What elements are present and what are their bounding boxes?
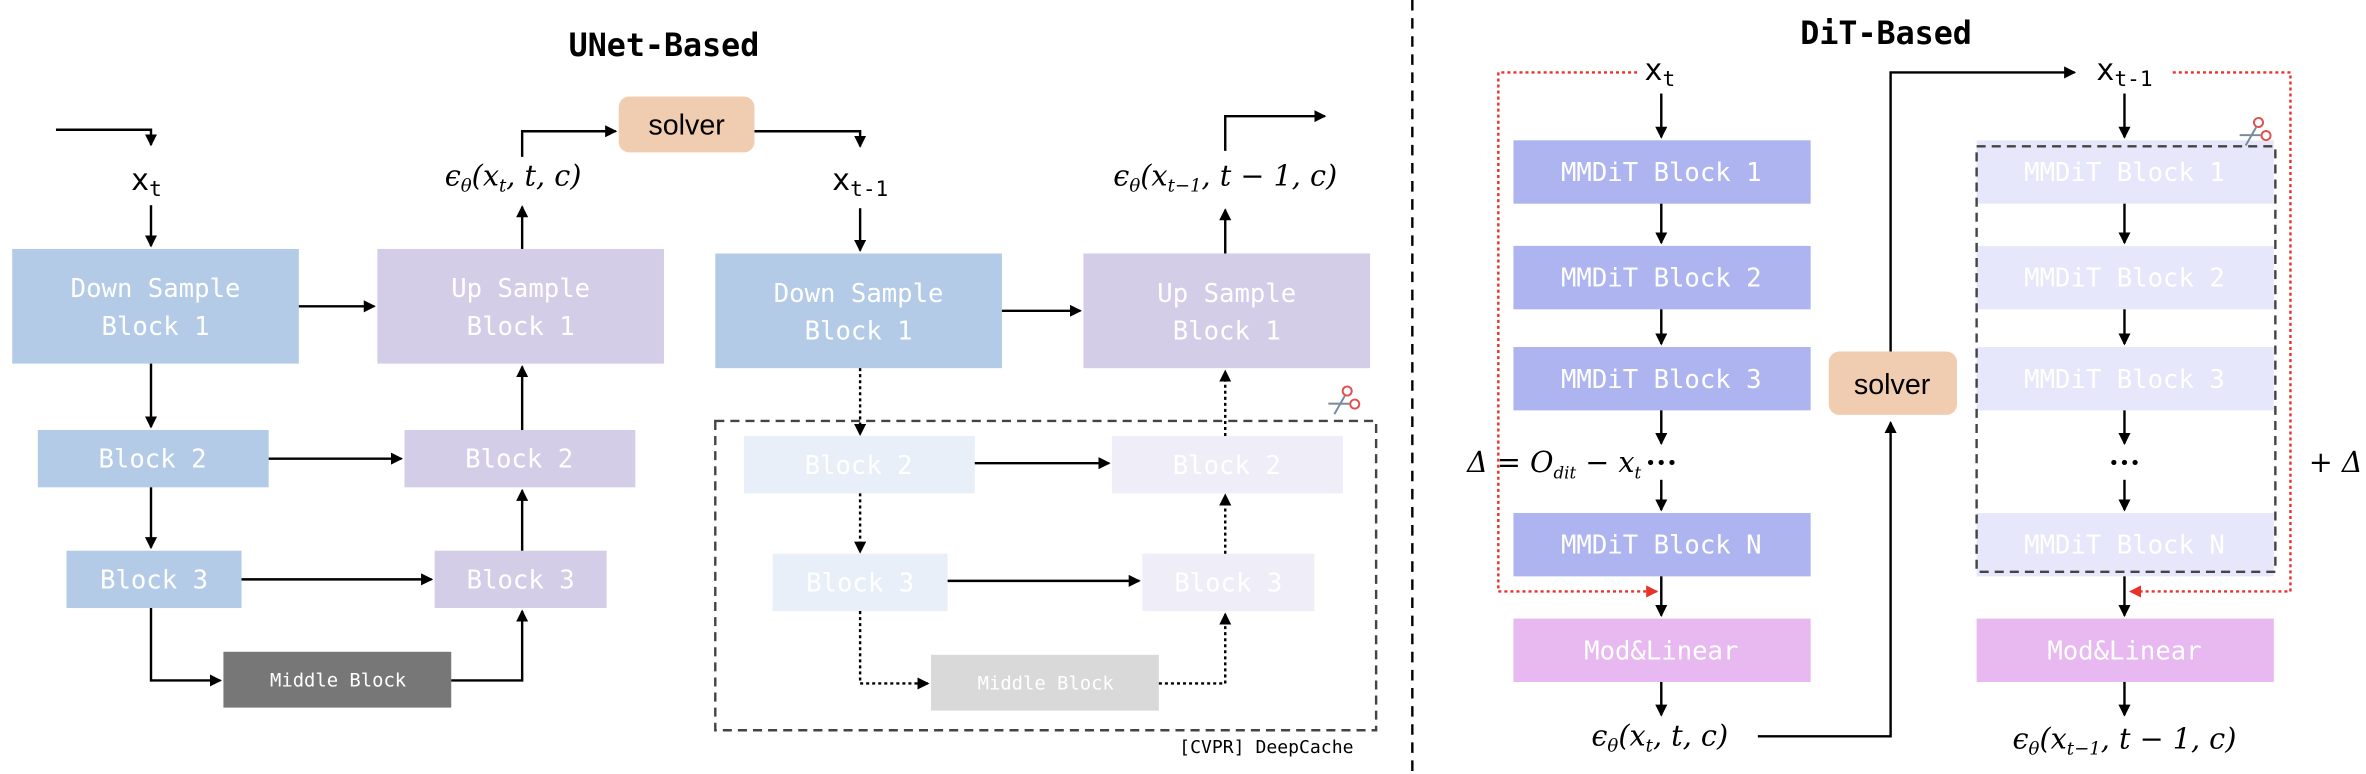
x-t-1-label: xt-1 <box>832 163 888 201</box>
block-label: Block 3 <box>1174 568 1282 598</box>
block-label: Block 3 <box>467 565 575 595</box>
up-block-2 <box>404 430 636 488</box>
cached-mmdit-block-3 <box>1976 347 2274 411</box>
cached-down-block-3 <box>772 553 948 612</box>
block-label: Mod&Linear <box>1584 636 1738 666</box>
block-label: Block 1 <box>102 312 210 342</box>
block-label: Up Sample <box>1157 279 1296 309</box>
unet-title: UNet-Based <box>569 28 760 64</box>
block-label: Block 3 <box>100 565 208 595</box>
block-label: MMDiT Block 2 <box>2024 264 2225 294</box>
dotted-arrow <box>858 611 930 690</box>
middle-block <box>223 651 452 708</box>
x-t-label: xt <box>131 163 162 201</box>
block-label: MMDiT Block 1 <box>1561 158 1762 188</box>
cached-region-box <box>714 419 1378 732</box>
mod-linear-block <box>1976 618 2274 682</box>
output-arrow <box>1224 110 1327 151</box>
arrow <box>520 125 618 157</box>
x-t-1-label: xt-1 <box>2096 53 2152 91</box>
cached-down-block-2 <box>743 436 975 494</box>
eps-t-label: ϵθ(xt, t, c) <box>445 159 582 197</box>
mmdit-block-3 <box>1513 347 1811 411</box>
mmdit-block-2 <box>1513 245 1811 310</box>
solver-box <box>618 96 755 153</box>
citation-label: [CVPR] DeepCache <box>1179 737 1353 758</box>
mod-linear-block <box>1513 618 1811 682</box>
solver-box <box>1828 351 1957 415</box>
block-label: Middle Block <box>270 670 407 691</box>
up-block-3 <box>434 550 607 609</box>
block-label: MMDiT Block 3 <box>2024 365 2225 395</box>
plus-delta-label: + Δ <box>2309 445 2363 479</box>
down-block-2 <box>37 430 269 488</box>
eps-t-label: ϵθ(xt, t, c) <box>1591 718 1728 756</box>
block-label: Block 1 <box>467 312 575 342</box>
block-label: Down Sample <box>774 279 944 309</box>
cached-mmdit-block-1 <box>1976 140 2274 204</box>
block-label: MMDiT Block 2 <box>1561 264 1762 294</box>
residual-red-arrow <box>2129 71 2292 598</box>
ellipsis: ••• <box>1645 453 1677 474</box>
unet-panel: UNet-Based xt Down Sample Block 1 Up Sam… <box>12 28 1378 758</box>
ellipsis: ••• <box>2108 453 2140 474</box>
block-label: Block 1 <box>1173 316 1281 346</box>
cached-middle-block <box>931 654 1159 711</box>
arrow <box>754 130 867 148</box>
scissors-icon <box>1328 385 1361 415</box>
dotted-arrow <box>1158 612 1232 685</box>
down-block-3 <box>66 550 242 609</box>
block-label: Down Sample <box>71 274 241 304</box>
eps-t-1-label: ϵθ(xt−1, t − 1, c) <box>1113 159 1337 197</box>
down-sample-block-1 <box>715 253 1002 369</box>
block-label: Mod&Linear <box>2047 636 2201 666</box>
delta-definition: Δ = Odit − xt <box>1466 445 1641 482</box>
block-label: Block 3 <box>806 568 914 598</box>
cached-mmdit-block-2 <box>1976 245 2274 310</box>
block-label: MMDiT Block N <box>2024 531 2225 561</box>
arrow <box>451 609 529 682</box>
dit-panel: DiT-Based xt MMDiT Block 1 MMDiT Block 2 M… <box>1466 16 2362 760</box>
up-sample-block-1 <box>377 248 664 364</box>
arrow <box>149 608 222 687</box>
scissors-icon <box>2239 116 2272 147</box>
input-arrow <box>55 128 158 147</box>
block-label: Block 2 <box>99 445 207 475</box>
solver-label: solver <box>1854 369 1931 401</box>
block-label: Block 2 <box>805 451 913 481</box>
cached-mmdit-block-4 <box>1976 512 2274 577</box>
block-label: MMDiT Block 3 <box>1561 365 1762 395</box>
block-label: Block 1 <box>805 316 913 346</box>
cached-up-block-2 <box>1112 436 1343 494</box>
block-label: MMDiT Block 1 <box>2024 158 2225 188</box>
arrow <box>1757 420 1897 738</box>
block-label: Block 2 <box>465 445 573 475</box>
block-label: Up Sample <box>451 274 590 304</box>
up-sample-block-1 <box>1083 253 1371 369</box>
block-label: Block 2 <box>1173 451 1281 481</box>
solver-label: solver <box>648 109 725 141</box>
cached-up-block-3 <box>1142 553 1315 612</box>
eps-t-1-label: ϵθ(xt−1, t − 1, c) <box>2013 721 2237 759</box>
block-label: Middle Block <box>978 674 1115 695</box>
mmdit-block-1 <box>1513 140 1811 204</box>
mmdit-block-4 <box>1513 512 1811 577</box>
arrow <box>1889 66 2077 352</box>
down-sample-block-1 <box>12 248 299 364</box>
dit-title: DiT-Based <box>1800 16 1972 52</box>
x-t-label: xt <box>1644 53 1675 91</box>
block-label: MMDiT Block N <box>1561 531 1762 561</box>
